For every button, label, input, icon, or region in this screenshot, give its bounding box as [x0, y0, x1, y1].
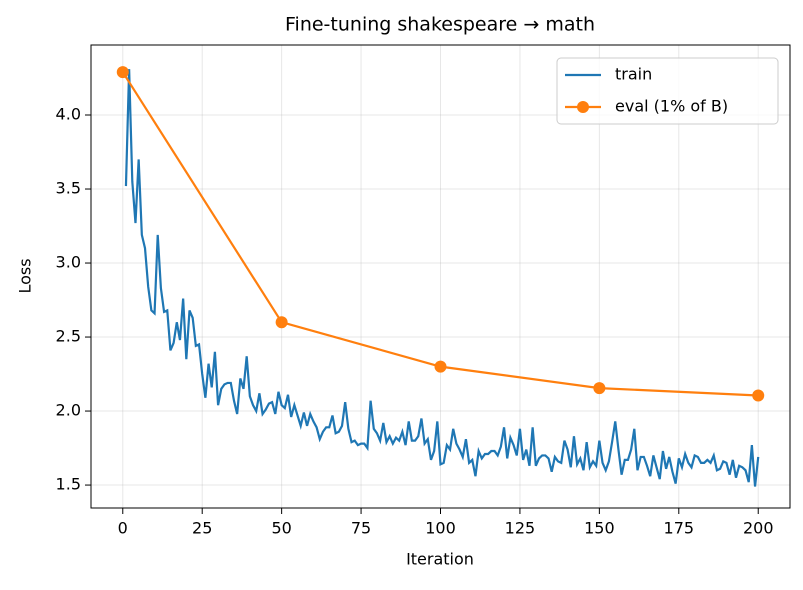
x-tick-label: 0: [118, 519, 128, 538]
x-tick-label: 100: [425, 519, 456, 538]
legend-box: [556, 57, 779, 125]
data-point: [116, 66, 129, 79]
y-tick-label: 1.5: [56, 475, 81, 494]
data-point: [275, 316, 288, 329]
x-tick-label: 75: [351, 519, 371, 538]
y-tick-label: 2.5: [56, 327, 81, 346]
x-tick-label: 175: [664, 519, 695, 538]
x-tick-label: 125: [505, 519, 536, 538]
data-point: [752, 389, 765, 402]
x-axis-label: Iteration: [406, 550, 474, 569]
x-tick-label: 200: [743, 519, 774, 538]
x-tick-label: 150: [584, 519, 615, 538]
x-tick-label: 50: [271, 519, 291, 538]
data-point: [434, 360, 447, 373]
plot-frame: [90, 44, 791, 509]
x-tick-label: 25: [192, 519, 212, 538]
y-tick-label: 3.0: [56, 253, 81, 272]
y-tick-label: 3.5: [56, 179, 81, 198]
legend-marker: [577, 101, 589, 113]
chart-title: Fine-tuning shakespeare → math: [285, 14, 595, 36]
y-tick-label: 4.0: [56, 105, 81, 124]
series-line: [124, 69, 760, 487]
legend-label: train: [615, 65, 652, 84]
y-axis-label: Loss: [16, 258, 35, 293]
y-tick-label: 2.0: [56, 401, 81, 420]
legend-label: eval (1% of B): [615, 97, 728, 116]
data-point: [593, 382, 606, 395]
